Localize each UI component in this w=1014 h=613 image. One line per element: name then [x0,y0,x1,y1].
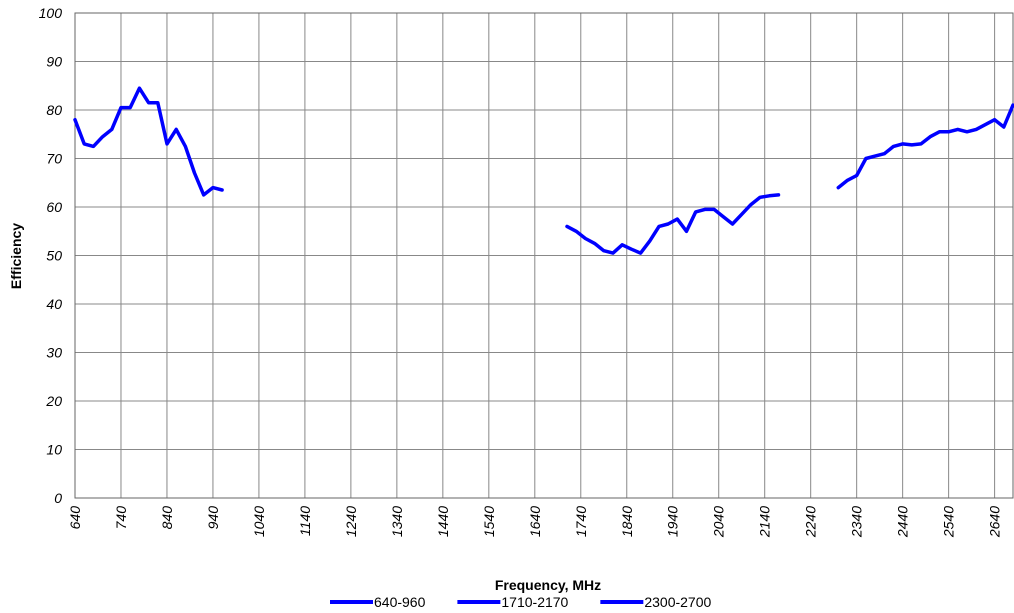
x-tick-label: 2240 [803,506,819,538]
x-tick-label: 1040 [251,506,267,537]
x-tick-label: 2340 [849,506,865,538]
x-tick-label: 2440 [895,506,911,538]
y-tick-label: 80 [46,102,62,118]
x-tick-label: 2640 [987,506,1003,538]
x-tick-label: 1340 [389,506,405,537]
y-tick-label: 60 [46,199,62,215]
x-axis-title: Frequency, MHz [495,577,601,593]
y-tick-label: 10 [46,442,62,458]
legend-label: 1710-2170 [501,594,568,610]
y-tick-label: 50 [46,248,62,264]
x-tick-label: 1440 [435,506,451,537]
series-line [836,103,1014,190]
y-tick-label: 40 [46,296,62,312]
y-axis-title: Efficiency [8,223,24,289]
y-tick-label: 90 [46,54,62,70]
x-tick-label: 840 [159,506,175,530]
x-tick-label: 1540 [481,506,497,537]
x-tick-label: 740 [113,506,129,530]
x-tick-label: 1240 [343,506,359,537]
y-tick-label: 100 [39,5,63,21]
series-line [565,193,781,255]
x-tick-label: 1140 [297,506,313,536]
legend-label: 2300-2700 [644,594,711,610]
x-tick-label: 640 [67,506,83,530]
x-tick-label: 1840 [619,506,635,537]
plot-frame [74,12,1014,499]
x-tick-label: 940 [205,506,221,530]
x-tick-label: 2140 [757,506,773,538]
x-tick-label: 1640 [527,506,543,537]
x-tick-label: 2040 [711,506,727,538]
y-tick-label: 70 [46,151,62,167]
y-tick-label: 20 [45,393,62,409]
x-tick-label: 1940 [665,506,681,537]
y-tick-label: 30 [46,345,62,361]
y-tick-label: 0 [54,490,62,506]
x-tick-label: 1740 [573,506,589,537]
legend-label: 640-960 [374,594,426,610]
series-line [73,86,224,197]
x-tick-label: 2540 [941,506,957,538]
